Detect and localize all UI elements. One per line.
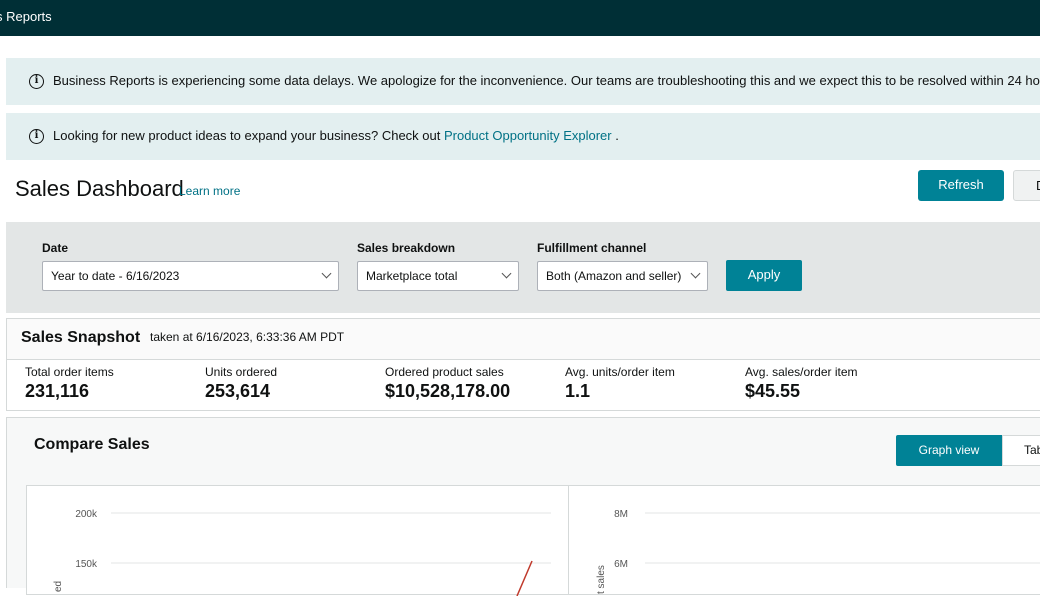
- metric-value: $45.55: [745, 381, 801, 401]
- alert-message: Looking for new product ideas to expand …: [53, 128, 444, 143]
- snapshot-header: Sales Snapshot taken at 6/16/2023, 6:33:…: [7, 319, 1040, 360]
- compare-sales-panel: Compare Sales Graph view Tab 200k 150k e…: [6, 417, 1040, 596]
- metric-value: 1.1: [565, 381, 591, 401]
- metric-avg-sales-per-order-item: Avg. sales/order item $45.55: [745, 365, 858, 402]
- sales-breakdown-value: Marketplace total: [366, 269, 458, 283]
- metric-value: $10,528,178.00: [385, 381, 511, 401]
- date-select-value: Year to date - 6/16/2023: [51, 269, 180, 283]
- metric-ordered-product-sales: Ordered product sales $10,528,178.00: [385, 365, 510, 402]
- graph-view-button[interactable]: Graph view: [896, 435, 1002, 466]
- alert-suffix: .: [611, 128, 619, 143]
- top-nav-bar: s Reports: [0, 0, 1040, 36]
- snapshot-title: Sales Snapshot: [21, 329, 141, 346]
- sales-breakdown-select[interactable]: Marketplace total: [357, 261, 519, 291]
- fulfillment-channel-select[interactable]: Both (Amazon and seller): [537, 261, 708, 291]
- metric-total-order-items: Total order items 231,116: [25, 365, 114, 402]
- metric-value: 231,116: [25, 381, 90, 401]
- filter-bar: Date Year to date - 6/16/2023 Sales brea…: [6, 222, 1040, 313]
- date-select[interactable]: Year to date - 6/16/2023: [42, 261, 339, 291]
- download-button[interactable]: D: [1013, 170, 1040, 201]
- metric-label: Avg. sales/order item: [745, 365, 858, 379]
- product-opportunity-explorer-link[interactable]: Product Opportunity Explorer: [443, 128, 612, 143]
- refresh-button[interactable]: Refresh: [918, 170, 1004, 201]
- y-tick-label: 150k: [75, 559, 98, 570]
- info-icon: i: [29, 74, 44, 89]
- alert-text: Business Reports is experiencing some da…: [53, 73, 1040, 88]
- app-title[interactable]: s Reports: [0, 9, 52, 24]
- sales-chart-svg: 8M 6M t sales: [596, 509, 1040, 594]
- info-icon: i: [29, 129, 44, 144]
- page-title: Sales Dashboard: [15, 176, 184, 201]
- y-axis-label: ed: [53, 581, 64, 592]
- sales-breakdown-label: Sales breakdown: [357, 241, 456, 255]
- metric-label: Ordered product sales: [385, 365, 504, 379]
- fulfillment-channel-label: Fulfillment channel: [537, 241, 647, 255]
- apply-button[interactable]: Apply: [726, 260, 802, 291]
- metric-label: Avg. units/order item: [565, 365, 675, 379]
- fulfillment-channel-value: Both (Amazon and seller): [546, 269, 682, 283]
- series-line: [516, 560, 533, 596]
- y-tick-label: 6M: [614, 559, 628, 570]
- product-sales-chart: 8M 6M t sales: [568, 485, 1040, 595]
- metric-units-ordered: Units ordered 253,614: [205, 365, 277, 402]
- product-ideas-alert: i Looking for new product ideas to expan…: [6, 113, 1040, 160]
- snapshot-timestamp: taken at 6/16/2023, 6:33:36 AM PDT: [150, 330, 345, 344]
- date-filter-label: Date: [42, 241, 69, 255]
- chevron-down-icon: [321, 268, 332, 279]
- sales-snapshot-panel: Sales Snapshot taken at 6/16/2023, 6:33:…: [6, 318, 1040, 411]
- y-tick-label: 200k: [75, 509, 98, 520]
- units-chart-svg: 200k 150k ed: [53, 509, 551, 596]
- metric-avg-units-per-order-item: Avg. units/order item 1.1: [565, 365, 675, 402]
- metric-label: Total order items: [25, 365, 114, 379]
- compare-sales-title: Compare Sales: [34, 436, 150, 453]
- metric-value: 253,614: [205, 381, 271, 401]
- table-view-button[interactable]: Tab: [1002, 435, 1040, 466]
- y-axis-label: t sales: [596, 565, 607, 594]
- metric-label: Units ordered: [205, 365, 278, 379]
- chevron-down-icon: [690, 268, 701, 279]
- alert-text: Looking for new product ideas to expand …: [53, 128, 619, 143]
- units-ordered-chart: 200k 150k ed: [26, 485, 569, 596]
- data-delay-alert: i Business Reports is experiencing some …: [6, 58, 1040, 105]
- chevron-down-icon: [501, 268, 512, 279]
- learn-more-link[interactable]: Learn more: [179, 184, 241, 198]
- y-tick-label: 8M: [614, 509, 628, 520]
